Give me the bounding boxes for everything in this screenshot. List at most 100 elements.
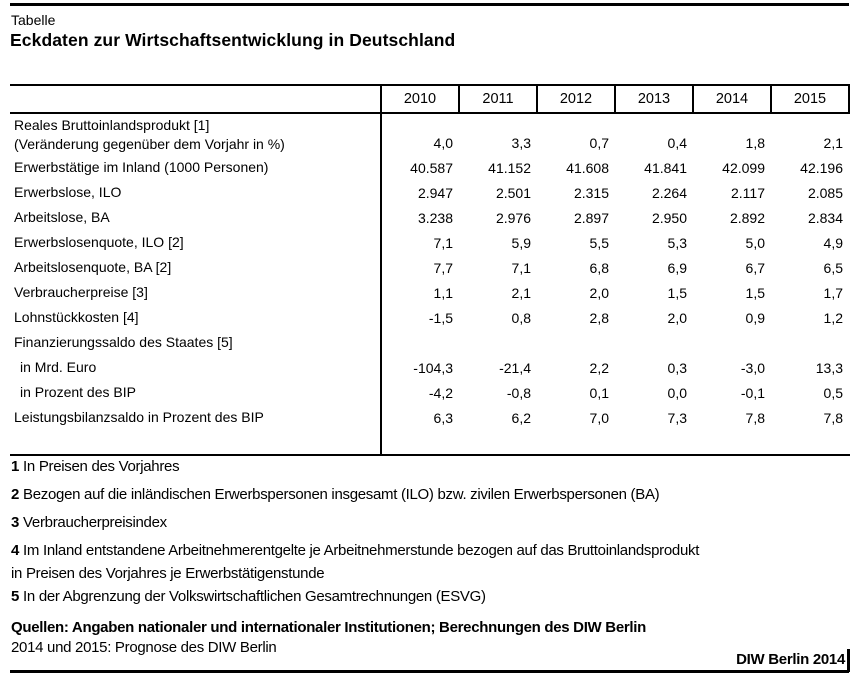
table-row: Arbeitslose, BA 3.238 2.976 2.897 2.950 2.892… (10, 205, 850, 230)
footnote-number: 1 (11, 458, 20, 475)
row-label: Finanzierungssaldo des Staates [5] (10, 330, 382, 355)
table-header-empty-cell (10, 86, 382, 112)
column-header-year: 2013 (616, 86, 694, 112)
cell-value: 40.587 (410, 159, 453, 176)
cell-value: 2.501 (495, 184, 531, 201)
cell-value: 7,3 (667, 409, 687, 426)
sources-line: Quellen: Angaben nationaler und internat… (11, 619, 646, 636)
footnote-number: 4 (11, 542, 20, 559)
table-body: Reales Bruttoinlandsprodukt [1] (Veränder… (10, 114, 850, 454)
column-header-year: 2015 (772, 86, 850, 112)
page-title: Eckdaten zur Wirtschaftsentwicklung in D… (10, 30, 456, 50)
spacer-label-cell (10, 430, 382, 454)
cell-value: -3,0 (740, 359, 765, 376)
cell-value: 5,0 (745, 234, 765, 251)
column-header-year: 2014 (694, 86, 772, 112)
cell-value: 7,8 (745, 409, 765, 426)
row-label: Arbeitslose, BA (10, 205, 382, 230)
cell-value: 2,0 (667, 309, 687, 326)
row-label: Erwerbslose, ILO (10, 180, 382, 205)
table-row: Verbraucherpreise [3] 1,1 2,1 2,0 1,5 1,5 1,7 (10, 280, 850, 305)
cell-value: 2.264 (651, 184, 687, 201)
cell-value: 0,9 (745, 309, 765, 326)
cell-value: -0,8 (506, 384, 531, 401)
cell-value: 1,7 (823, 284, 843, 301)
table-spacer-row (10, 430, 850, 454)
cell-value: -21,4 (499, 359, 531, 376)
table-header: 2010 2011 2012 2013 2014 2015 (10, 84, 850, 114)
sources-block: Quellen: Angaben nationaler und internat… (11, 619, 646, 656)
row-label: Erwerbslosenquote, ILO [2] (10, 230, 382, 255)
forecast-note: 2014 und 2015: Prognose des DIW Berlin (11, 639, 277, 656)
row-label-line1: Reales Bruttoinlandsprodukt [1] (14, 116, 210, 133)
cell-value: 2,0 (589, 284, 609, 301)
table-row: Reales Bruttoinlandsprodukt [1] (Veränder… (10, 114, 850, 155)
credit-row: DIW Berlin 2014 (736, 649, 850, 672)
row-label-line2: (Veränderung gegenüber dem Vorjahr in %) (14, 135, 285, 152)
cell-value: -4,2 (428, 384, 453, 401)
cell-value: 7,1 (511, 259, 531, 276)
footnote: 1 In Preisen des Vorjahres (11, 459, 849, 475)
footnote-number: 3 (11, 514, 20, 531)
cell-value: 0,4 (667, 135, 687, 151)
footnote-text: Im Inland entstandene Arbeitnehmerentgel… (23, 542, 700, 559)
table-row: Erwerbslose, ILO 2.947 2.501 2.315 2.264 2.11… (10, 180, 850, 205)
cell-value: 2.976 (495, 209, 531, 226)
cell-value: 6,2 (511, 409, 531, 426)
cell-value: 0,5 (823, 384, 843, 401)
cell-value: 2,8 (589, 309, 609, 326)
cell-value: -0,1 (740, 384, 765, 401)
footnotes: 1 In Preisen des Vorjahres 2 Bezogen auf di… (11, 459, 849, 612)
cell-value: 2.897 (573, 209, 609, 226)
footnote: 4 Im Inland entstandene Arbeitnehmerentge… (11, 543, 849, 559)
row-label: Arbeitslosenquote, BA [2] (10, 255, 382, 280)
cell-value: 5,9 (511, 234, 531, 251)
cell-value: 6,7 (745, 259, 765, 276)
cell-value: 5,5 (589, 234, 609, 251)
cell-value: 0,7 (589, 135, 609, 151)
row-label: Reales Bruttoinlandsprodukt [1] (Veränder… (10, 114, 382, 155)
bottom-rule (10, 670, 849, 673)
cell-value: 42.099 (722, 159, 765, 176)
table-row: Erwerbstätige im Inland (1000 Personen) 4… (10, 155, 850, 180)
row-label: in Mrd. Euro (10, 355, 382, 380)
cell-value: 1,8 (745, 135, 765, 151)
cell-value: 7,8 (823, 409, 843, 426)
footnote-continuation: in Preisen des Vorjahres je Erwerbstätig… (11, 566, 849, 582)
cell-value: 2,1 (823, 135, 843, 151)
cell-value: 41.152 (488, 159, 531, 176)
cell-value: 0,8 (511, 309, 531, 326)
cell-value: 4,0 (433, 135, 453, 151)
cell-value: 2.085 (807, 184, 843, 201)
cell-value: 3.238 (417, 209, 453, 226)
table-row: in Prozent des BIP -4,2 -0,8 0,1 0,0 -0,1 0,5 (10, 380, 850, 405)
cell-value: 6,8 (589, 259, 609, 276)
footnote-text: Bezogen auf die inländischen Erwerbspers… (23, 486, 660, 503)
footnote-number: 5 (11, 588, 20, 605)
cell-value: 41.841 (644, 159, 687, 176)
top-rule (10, 3, 849, 6)
table-row: Lohnstückkosten [4] -1,5 0,8 2,8 2,0 0,9 1,2 (10, 305, 850, 330)
table-row: Erwerbslosenquote, ILO [2] 7,1 5,9 5,5 5,3 5,… (10, 230, 850, 255)
cell-value: 2.892 (729, 209, 765, 226)
column-header-year: 2010 (382, 86, 460, 112)
cell-value: 1,2 (823, 309, 843, 326)
cell-value: 7,7 (433, 259, 453, 276)
publisher-credit: DIW Berlin 2014 (736, 649, 850, 672)
cell-value: 42.196 (800, 159, 843, 176)
cell-value: 6,9 (667, 259, 687, 276)
table-row: in Mrd. Euro -104,3 -21,4 2,2 0,3 -3,0 13,3 (10, 355, 850, 380)
cell-value: 6,5 (823, 259, 843, 276)
row-label: Verbraucherpreise [3] (10, 280, 382, 305)
cell-value: 1,5 (667, 284, 687, 301)
cell-value: 2.947 (417, 184, 453, 201)
cell-value: 6,3 (433, 409, 453, 426)
row-label: Erwerbstätige im Inland (1000 Personen) (10, 155, 382, 180)
cell-value: 2.950 (651, 209, 687, 226)
row-label: Leistungsbilanzsaldo in Prozent des BIP (10, 405, 382, 430)
footnote: 5 In der Abgrenzung der Volkswirtschaftli… (11, 589, 849, 605)
footnote-text: in Preisen des Vorjahres je Erwerbstätig… (11, 565, 325, 582)
cell-value: 3,3 (511, 135, 531, 151)
cell-value: 2.117 (731, 184, 765, 201)
cell-value: 2,2 (589, 359, 609, 376)
